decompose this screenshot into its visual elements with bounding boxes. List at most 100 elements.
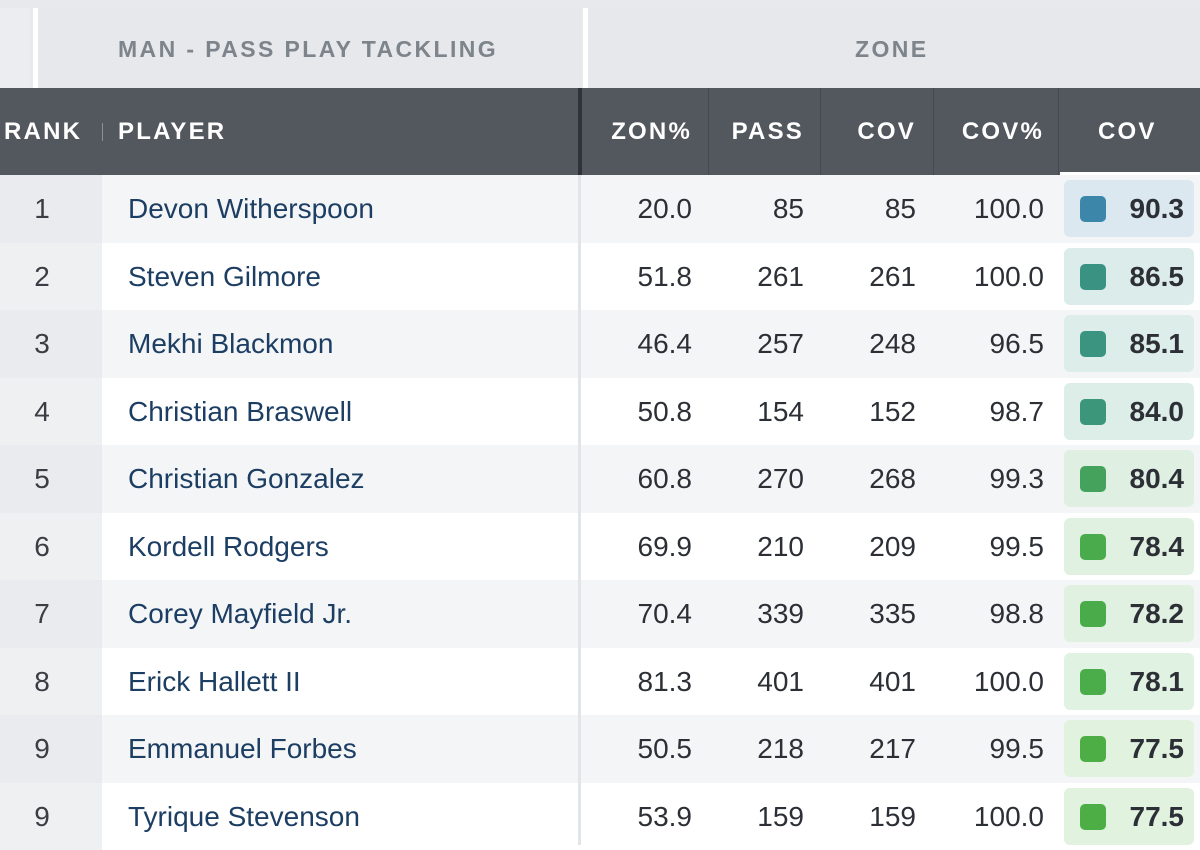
column-group-bar: MAN - PASS PLAY TACKLING ZONE [0, 0, 1200, 88]
grade-color-square [1080, 264, 1106, 290]
group-spacer [0, 8, 30, 88]
cov-pct-value: 98.8 [990, 580, 1045, 648]
rank-value: 1 [0, 175, 84, 243]
player-name-link[interactable]: Steven Gilmore [128, 243, 321, 311]
table-row[interactable]: 1 Devon Witherspoon 20.0 85 85 100.0 90.… [0, 175, 1200, 243]
player-name-link[interactable]: Corey Mayfield Jr. [128, 580, 352, 648]
pass-value: 401 [757, 648, 804, 716]
group-divider [33, 8, 38, 88]
coverage-grade-badge: 78.4 [1064, 518, 1194, 575]
cov-value: 209 [869, 513, 916, 581]
pass-value: 339 [757, 580, 804, 648]
pass-value: 159 [757, 783, 804, 850]
pass-value: 154 [757, 378, 804, 446]
cov-pct-value: 96.5 [990, 310, 1045, 378]
coverage-grade-value: 85.1 [1130, 315, 1185, 372]
cov-pct-value: 100.0 [974, 648, 1044, 716]
header-divider [578, 88, 582, 175]
header-cov[interactable]: COV [857, 88, 916, 175]
column-divider [578, 175, 581, 845]
coverage-grade-value: 84.0 [1130, 383, 1185, 440]
zon-pct-value: 70.4 [638, 580, 693, 648]
player-name-link[interactable]: Christian Gonzalez [128, 445, 365, 513]
cov-pct-value: 100.0 [974, 175, 1044, 243]
zon-pct-value: 60.8 [638, 445, 693, 513]
grade-color-square [1080, 601, 1106, 627]
coverage-grade-badge: 84.0 [1064, 383, 1194, 440]
player-name-link[interactable]: Christian Braswell [128, 378, 352, 446]
header-player[interactable]: PLAYER [118, 88, 226, 175]
cov-value: 85 [885, 175, 916, 243]
zon-pct-value: 46.4 [638, 310, 693, 378]
pass-value: 85 [773, 175, 804, 243]
group-label-man: MAN - PASS PLAY TACKLING [118, 36, 498, 63]
coverage-grade-badge: 78.1 [1064, 653, 1194, 710]
cov-pct-value: 99.5 [990, 715, 1045, 783]
cov-value: 261 [869, 243, 916, 311]
table-header: RANK PLAYER ZON% PASS COV COV% COV [0, 88, 1200, 175]
rank-value: 9 [0, 783, 84, 850]
coverage-grade-value: 86.5 [1130, 248, 1185, 305]
cov-value: 159 [869, 783, 916, 850]
table-row[interactable]: 4 Christian Braswell 50.8 154 152 98.7 8… [0, 378, 1200, 446]
pass-value: 210 [757, 513, 804, 581]
table-row[interactable]: 8 Erick Hallett II 81.3 401 401 100.0 78… [0, 648, 1200, 716]
coverage-grade-badge: 90.3 [1064, 180, 1194, 237]
header-rank[interactable]: RANK [4, 88, 82, 175]
coverage-grade-value: 78.1 [1130, 653, 1185, 710]
player-name-link[interactable]: Kordell Rodgers [128, 513, 329, 581]
coverage-grade-value: 90.3 [1130, 180, 1185, 237]
rank-value: 6 [0, 513, 84, 581]
grade-color-square [1080, 534, 1106, 560]
zon-pct-value: 53.9 [638, 783, 693, 850]
cov-value: 401 [869, 648, 916, 716]
player-name-link[interactable]: Mekhi Blackmon [128, 310, 333, 378]
player-name-link[interactable]: Emmanuel Forbes [128, 715, 357, 783]
table-row[interactable]: 9 Emmanuel Forbes 50.5 218 217 99.5 77.5 [0, 715, 1200, 783]
coverage-grade-value: 77.5 [1130, 788, 1185, 845]
cov-value: 248 [869, 310, 916, 378]
header-zon-pct[interactable]: ZON% [611, 88, 692, 175]
coverage-grade-badge: 77.5 [1064, 788, 1194, 845]
player-name-link[interactable]: Tyrique Stevenson [128, 783, 360, 850]
table-row[interactable]: 5 Christian Gonzalez 60.8 270 268 99.3 8… [0, 445, 1200, 513]
header-divider [708, 88, 709, 175]
zon-pct-value: 51.8 [638, 243, 693, 311]
coverage-grade-badge: 85.1 [1064, 315, 1194, 372]
cov-pct-value: 100.0 [974, 243, 1044, 311]
table-row[interactable]: 7 Corey Mayfield Jr. 70.4 339 335 98.8 7… [0, 580, 1200, 648]
cov-value: 268 [869, 445, 916, 513]
grade-color-square [1080, 466, 1106, 492]
header-cov-grade[interactable]: COV [1098, 88, 1157, 175]
cov-pct-value: 100.0 [974, 783, 1044, 850]
rank-value: 3 [0, 310, 84, 378]
zon-pct-value: 81.3 [638, 648, 693, 716]
group-divider [583, 8, 588, 88]
table-row[interactable]: 3 Mekhi Blackmon 46.4 257 248 96.5 85.1 [0, 310, 1200, 378]
header-divider [933, 88, 934, 175]
coverage-grade-badge: 78.2 [1064, 585, 1194, 642]
cov-value: 217 [869, 715, 916, 783]
rank-value: 8 [0, 648, 84, 716]
zon-pct-value: 50.5 [638, 715, 693, 783]
table-row[interactable]: 9 Tyrique Stevenson 53.9 159 159 100.0 7… [0, 783, 1200, 850]
header-cov-pct[interactable]: COV% [962, 88, 1044, 175]
coverage-grade-badge: 86.5 [1064, 248, 1194, 305]
cov-value: 335 [869, 580, 916, 648]
rank-value: 2 [0, 243, 84, 311]
header-pass[interactable]: PASS [732, 88, 804, 175]
grade-color-square [1080, 196, 1106, 222]
table-row[interactable]: 6 Kordell Rodgers 69.9 210 209 99.5 78.4 [0, 513, 1200, 581]
grade-color-square [1080, 804, 1106, 830]
cov-pct-value: 99.3 [990, 445, 1045, 513]
zon-pct-value: 50.8 [638, 378, 693, 446]
player-name-link[interactable]: Erick Hallett II [128, 648, 301, 716]
grade-color-square [1080, 669, 1106, 695]
rank-value: 7 [0, 580, 84, 648]
cov-value: 152 [869, 378, 916, 446]
coverage-grade-badge: 77.5 [1064, 720, 1194, 777]
coverage-grade-value: 78.4 [1130, 518, 1185, 575]
table-row[interactable]: 2 Steven Gilmore 51.8 261 261 100.0 86.5 [0, 243, 1200, 311]
player-name-link[interactable]: Devon Witherspoon [128, 175, 374, 243]
header-divider [820, 88, 821, 175]
